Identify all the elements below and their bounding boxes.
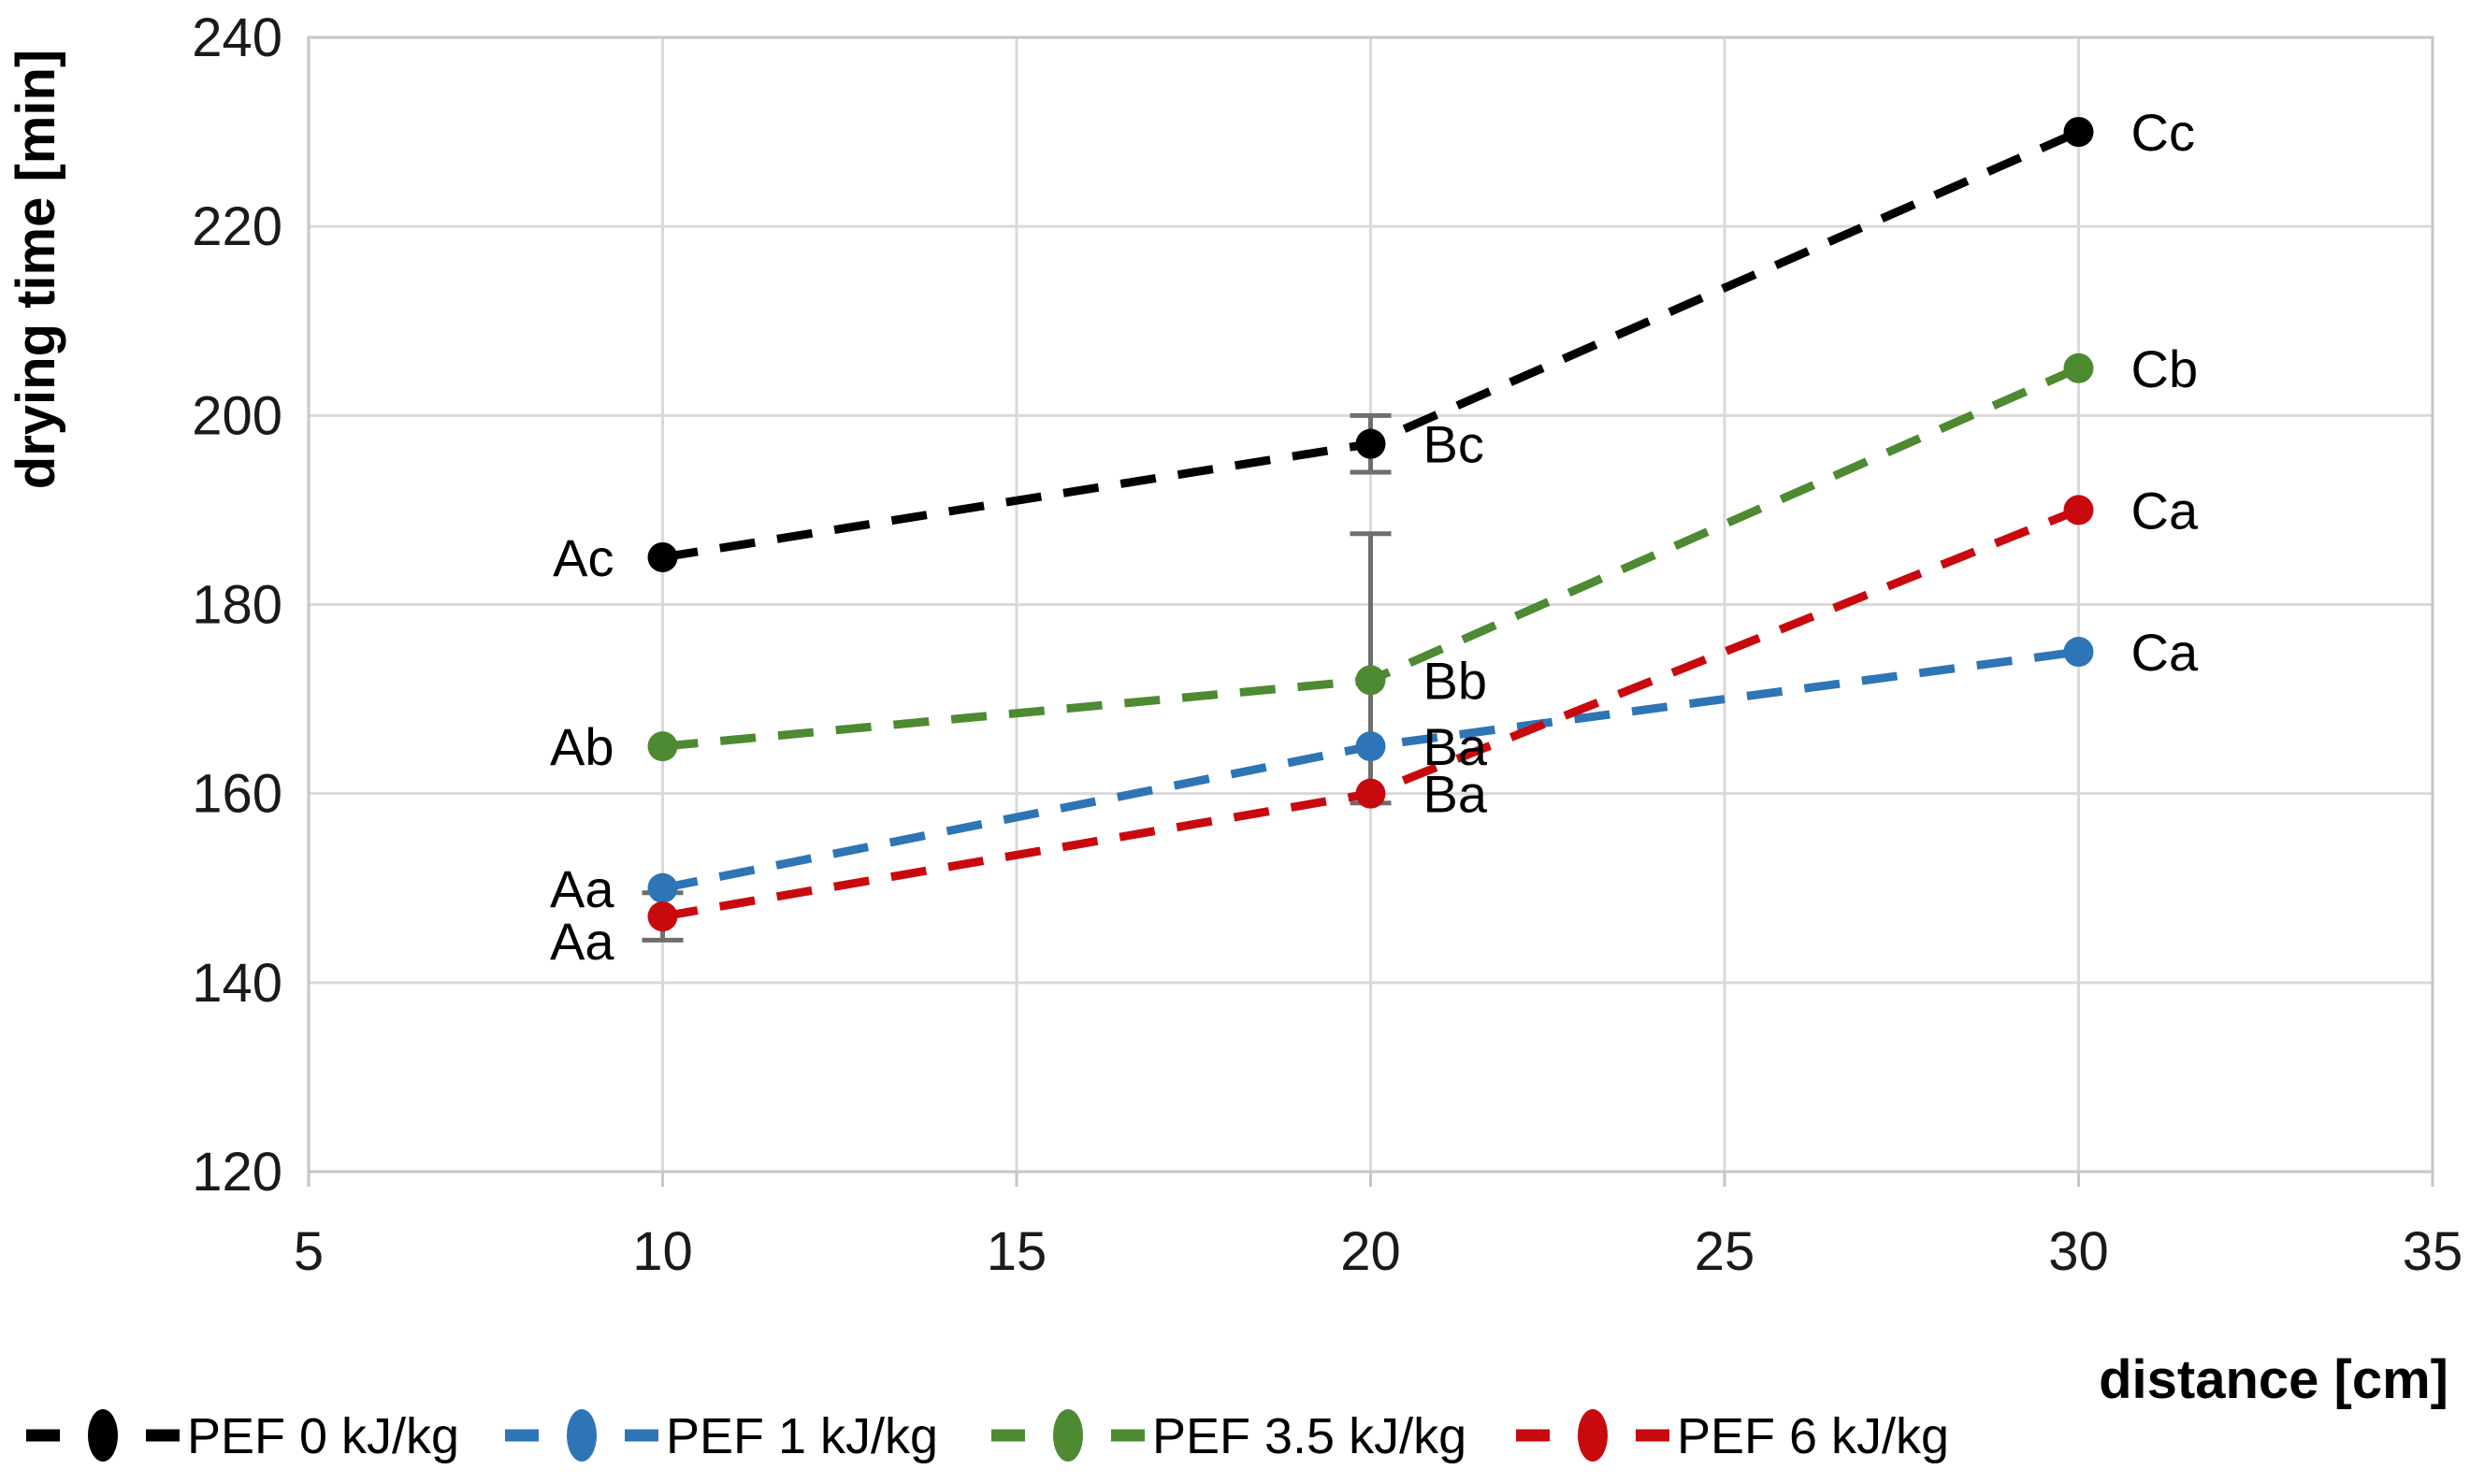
x-tick-label: 10 — [632, 1221, 693, 1282]
y-tick-label: 220 — [192, 196, 282, 257]
data-point-label: Cb — [2131, 339, 2199, 398]
legend-dot-icon — [567, 1409, 597, 1462]
plot-border — [307, 36, 2434, 1174]
data-point-marker — [1355, 731, 1386, 762]
data-point-label: Ab — [550, 717, 614, 776]
data-point-marker — [2063, 353, 2094, 383]
data-point-marker — [1355, 665, 1386, 696]
data-point-label: Ba — [1423, 765, 1488, 824]
x-tick-label: 30 — [2048, 1221, 2109, 1282]
y-tick-label: 240 — [192, 7, 282, 68]
legend-dot-icon — [1578, 1409, 1608, 1462]
legend: PEF 0 kJ/kg PEF 1 kJ/kg PEF 3.5 kJ/kg PEF 6… — [26, 1408, 1949, 1464]
data-point-marker — [1355, 428, 1386, 459]
data-point-marker — [2063, 637, 2094, 668]
y-tick-label: 160 — [192, 764, 282, 825]
x-tick-label: 35 — [2403, 1221, 2463, 1282]
legend-dot-icon — [1053, 1409, 1083, 1462]
data-point-label: Ba — [1423, 717, 1488, 776]
x-tick-label: 25 — [1695, 1221, 1755, 1282]
data-point-marker — [1355, 778, 1386, 809]
data-point-label: Aa — [550, 912, 614, 971]
y-axis-title: drying time [min] — [6, 50, 66, 489]
series-layer — [647, 117, 2094, 932]
y-tick-label: 120 — [192, 1142, 282, 1203]
legend-item: PEF 0 kJ/kg — [26, 1408, 459, 1464]
x-axis-title: distance [cm] — [2099, 1349, 2448, 1410]
data-point-label: Ca — [2131, 623, 2199, 682]
data-point-label: Bc — [1423, 415, 1484, 474]
data-point-label: Ca — [2131, 481, 2199, 540]
x-tick-label: 5 — [294, 1221, 324, 1282]
data-point-marker — [647, 901, 678, 932]
y-tick-label: 200 — [192, 385, 282, 446]
x-tick-label: 15 — [987, 1221, 1047, 1282]
data-point-marker — [647, 872, 678, 903]
label-layer: Ac Bc Cc Aa Ba Ca Ab Bb Cb Aa Ba Ca — [550, 103, 2199, 971]
legend-item: PEF 1 kJ/kg — [505, 1408, 938, 1464]
x-tick-label: 20 — [1340, 1221, 1401, 1282]
legend-item: PEF 6 kJ/kg — [1516, 1408, 1949, 1464]
data-point-label: Bb — [1423, 651, 1488, 710]
data-point-label: Cc — [2131, 103, 2195, 162]
data-point-marker — [647, 731, 678, 762]
legend-label: PEF 6 kJ/kg — [1677, 1408, 1949, 1464]
data-point-marker — [2063, 117, 2094, 148]
data-point-label: Ac — [553, 528, 614, 587]
legend-dot-icon — [88, 1409, 118, 1462]
data-point-marker — [647, 541, 678, 572]
legend-label: PEF 3.5 kJ/kg — [1152, 1408, 1466, 1464]
legend-label: PEF 1 kJ/kg — [666, 1408, 938, 1464]
data-point-label: Aa — [550, 859, 614, 918]
grid-layer: 120 140 160 180 200 220 240 5 10 15 20 25 30 35 — [192, 7, 2462, 1282]
data-point-marker — [2063, 495, 2094, 526]
y-tick-label: 180 — [192, 575, 282, 636]
legend-item: PEF 3.5 kJ/kg — [991, 1408, 1466, 1464]
legend-label: PEF 0 kJ/kg — [187, 1408, 459, 1464]
y-tick-label: 140 — [192, 953, 282, 1014]
